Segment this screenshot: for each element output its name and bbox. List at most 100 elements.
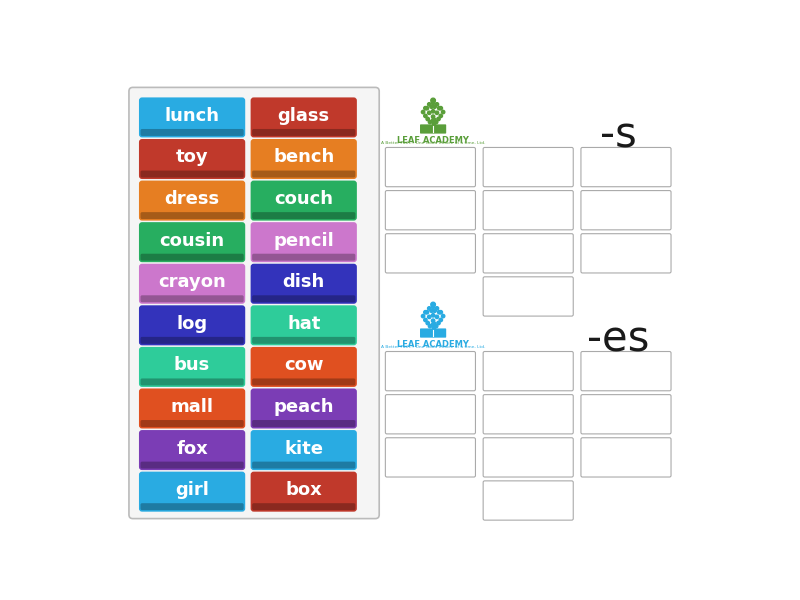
FancyBboxPatch shape — [141, 379, 244, 385]
Circle shape — [435, 111, 438, 115]
Text: couch: couch — [274, 190, 334, 208]
FancyBboxPatch shape — [252, 337, 355, 344]
FancyBboxPatch shape — [252, 379, 355, 385]
Text: bus: bus — [174, 356, 210, 374]
FancyBboxPatch shape — [250, 264, 357, 304]
Circle shape — [435, 315, 438, 319]
FancyBboxPatch shape — [483, 277, 574, 316]
FancyBboxPatch shape — [386, 438, 475, 477]
Circle shape — [428, 121, 432, 124]
FancyBboxPatch shape — [139, 222, 246, 262]
Circle shape — [430, 98, 435, 103]
Circle shape — [439, 114, 442, 118]
Circle shape — [437, 117, 440, 121]
FancyBboxPatch shape — [386, 191, 475, 230]
Circle shape — [427, 307, 431, 310]
FancyBboxPatch shape — [483, 233, 574, 273]
FancyBboxPatch shape — [139, 264, 246, 304]
FancyBboxPatch shape — [252, 212, 355, 219]
FancyBboxPatch shape — [139, 305, 246, 346]
Circle shape — [438, 106, 441, 110]
FancyBboxPatch shape — [252, 503, 355, 510]
Circle shape — [439, 318, 442, 322]
FancyBboxPatch shape — [139, 97, 246, 137]
FancyBboxPatch shape — [483, 395, 574, 434]
Text: toy: toy — [176, 148, 209, 166]
Text: -s: -s — [599, 115, 636, 157]
FancyBboxPatch shape — [581, 148, 671, 187]
FancyBboxPatch shape — [386, 352, 475, 391]
Circle shape — [430, 309, 434, 313]
Circle shape — [437, 322, 440, 325]
Circle shape — [442, 314, 445, 318]
FancyBboxPatch shape — [386, 395, 475, 434]
FancyBboxPatch shape — [581, 438, 671, 477]
FancyBboxPatch shape — [250, 181, 357, 221]
Text: kite: kite — [284, 440, 323, 458]
FancyBboxPatch shape — [483, 148, 574, 187]
Text: fox: fox — [176, 440, 208, 458]
Text: glass: glass — [278, 107, 330, 125]
FancyBboxPatch shape — [250, 388, 357, 428]
FancyBboxPatch shape — [252, 254, 355, 260]
Text: dress: dress — [165, 190, 220, 208]
FancyBboxPatch shape — [252, 295, 355, 302]
FancyBboxPatch shape — [252, 461, 355, 469]
FancyBboxPatch shape — [139, 347, 246, 387]
FancyBboxPatch shape — [139, 388, 246, 428]
Bar — [431, 322, 434, 330]
FancyBboxPatch shape — [250, 97, 357, 137]
Circle shape — [431, 119, 434, 122]
Text: LEAF ACADEMY: LEAF ACADEMY — [397, 136, 469, 145]
FancyBboxPatch shape — [141, 420, 244, 427]
FancyBboxPatch shape — [252, 129, 355, 136]
Circle shape — [430, 105, 434, 109]
FancyBboxPatch shape — [141, 295, 244, 302]
FancyBboxPatch shape — [386, 233, 475, 273]
FancyBboxPatch shape — [141, 503, 244, 510]
Text: cousin: cousin — [159, 232, 225, 250]
Text: log: log — [177, 315, 208, 333]
Text: bench: bench — [273, 148, 334, 166]
Circle shape — [428, 325, 432, 328]
FancyBboxPatch shape — [139, 430, 246, 470]
FancyBboxPatch shape — [483, 352, 574, 391]
Text: A Better Path... One Good Choice at a time, Ltd.: A Better Path... One Good Choice at a ti… — [381, 141, 486, 145]
FancyBboxPatch shape — [141, 170, 244, 178]
Text: A Better Path... One Good Choice at a time, Ltd.: A Better Path... One Good Choice at a ti… — [381, 345, 486, 349]
Text: lunch: lunch — [165, 107, 219, 125]
Text: mall: mall — [170, 398, 214, 416]
Circle shape — [438, 311, 441, 314]
Circle shape — [426, 322, 430, 325]
FancyBboxPatch shape — [250, 222, 357, 262]
FancyBboxPatch shape — [483, 481, 574, 520]
FancyBboxPatch shape — [483, 191, 574, 230]
Circle shape — [439, 311, 442, 314]
FancyBboxPatch shape — [129, 88, 379, 518]
Text: pencil: pencil — [274, 232, 334, 250]
Circle shape — [424, 114, 427, 118]
FancyBboxPatch shape — [386, 148, 475, 187]
FancyBboxPatch shape — [581, 352, 671, 391]
Circle shape — [427, 103, 431, 106]
FancyBboxPatch shape — [252, 170, 355, 178]
Circle shape — [424, 318, 427, 322]
Circle shape — [435, 103, 438, 106]
FancyBboxPatch shape — [139, 181, 246, 221]
Circle shape — [427, 111, 431, 115]
Circle shape — [426, 311, 429, 314]
FancyBboxPatch shape — [420, 328, 446, 338]
Circle shape — [431, 115, 434, 118]
Circle shape — [431, 101, 434, 104]
Circle shape — [431, 314, 434, 317]
Circle shape — [431, 323, 434, 326]
Bar — [431, 118, 434, 126]
FancyBboxPatch shape — [483, 438, 574, 477]
Circle shape — [424, 311, 427, 314]
FancyBboxPatch shape — [141, 337, 244, 344]
Circle shape — [422, 314, 425, 318]
FancyBboxPatch shape — [581, 233, 671, 273]
Circle shape — [435, 307, 438, 310]
FancyBboxPatch shape — [252, 420, 355, 427]
Text: girl: girl — [175, 481, 209, 499]
